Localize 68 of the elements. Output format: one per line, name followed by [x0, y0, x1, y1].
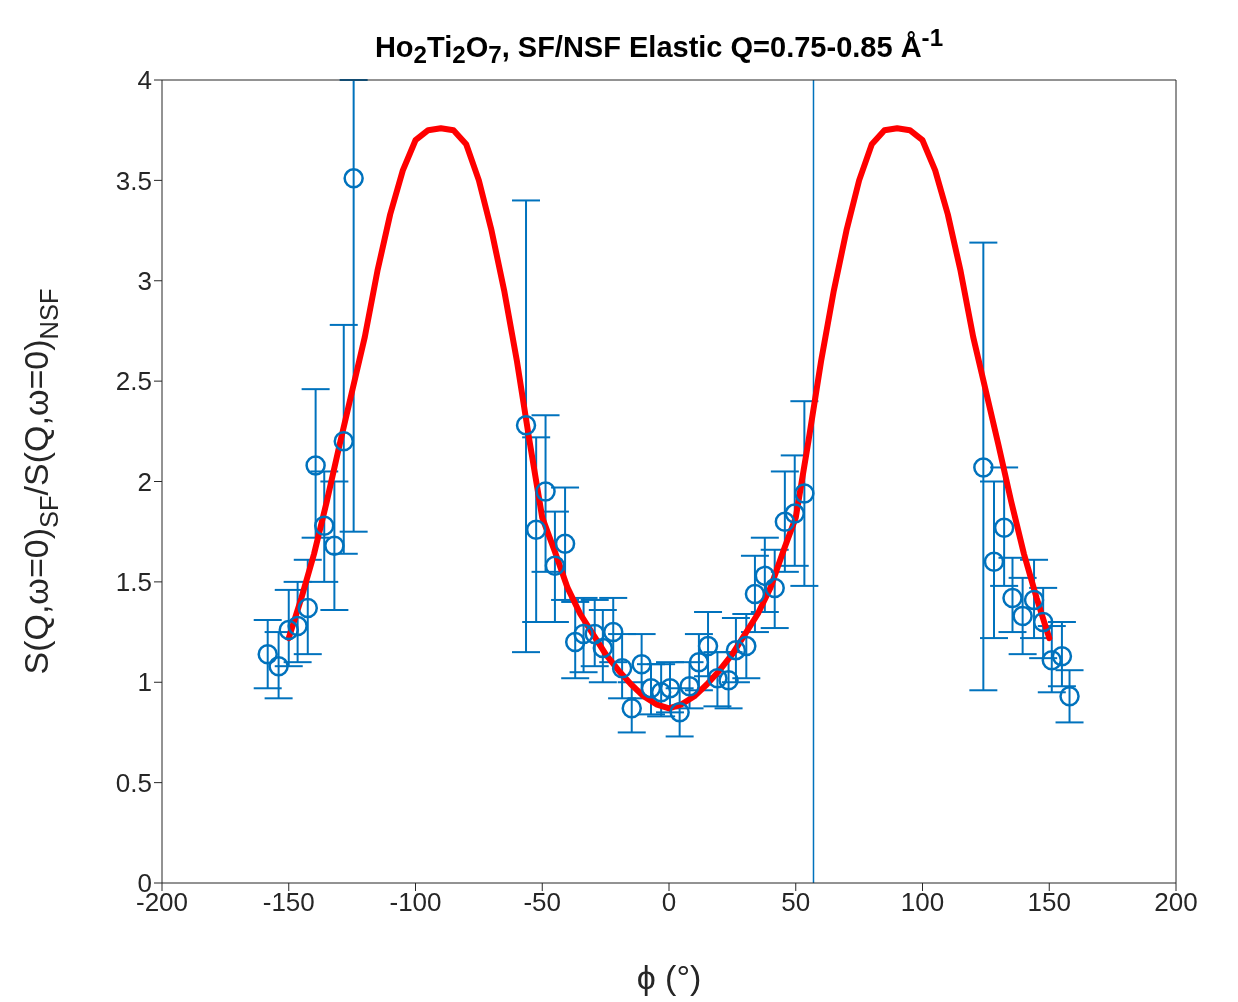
- point: [1002, 587, 1023, 609]
- point: [525, 519, 547, 540]
- point: [554, 533, 576, 554]
- point: [535, 481, 556, 502]
- point: [592, 637, 614, 659]
- point: [697, 635, 719, 657]
- point: [333, 431, 355, 452]
- point: [736, 635, 757, 657]
- point: [754, 565, 776, 587]
- point: [1032, 611, 1054, 633]
- point: [1023, 589, 1045, 611]
- point: [257, 643, 278, 665]
- point: [287, 615, 308, 637]
- point: [707, 667, 728, 689]
- x-tick-label: 50: [781, 887, 811, 918]
- point: [631, 653, 652, 675]
- x-tick-label: 100: [900, 887, 945, 918]
- point: [973, 457, 994, 478]
- y-tick-label: 3: [137, 265, 152, 296]
- point: [650, 682, 672, 703]
- point: [679, 676, 700, 697]
- y-tick-label: 0.5: [115, 767, 152, 798]
- x-axis-title: ϕ (°): [636, 958, 702, 996]
- point: [659, 678, 681, 699]
- point: [602, 621, 624, 643]
- x-tick-label: 0: [661, 887, 677, 918]
- point: [784, 503, 805, 524]
- point: [305, 455, 326, 476]
- x-tick-label: -100: [389, 887, 442, 918]
- point: [1059, 686, 1080, 707]
- point: [764, 577, 785, 599]
- x-tick-label: -50: [523, 887, 562, 918]
- point: [725, 639, 747, 661]
- y-tick-label: 3.5: [115, 165, 152, 196]
- point: [983, 551, 1005, 573]
- point: [1051, 645, 1073, 667]
- y-tick-label: 1: [137, 667, 152, 698]
- point: [324, 535, 345, 556]
- point: [268, 655, 289, 677]
- point: [669, 702, 690, 723]
- point: [544, 555, 566, 577]
- point: [1041, 649, 1063, 671]
- point: [744, 583, 766, 605]
- y-tick-label: 2: [137, 466, 152, 497]
- point: [774, 511, 796, 532]
- point: [573, 623, 594, 645]
- point: [515, 415, 537, 436]
- point: [621, 698, 642, 719]
- point: [564, 631, 586, 653]
- x-tick-label: 150: [1027, 887, 1071, 918]
- x-tick-label: 200: [1154, 887, 1198, 918]
- y-tick-label: 2.5: [115, 366, 152, 397]
- point: [343, 168, 364, 189]
- y-tick-label: 1.5: [115, 567, 152, 598]
- chart-title: Ho$_{2}$Ti$_{2}$O$_{7}$, SF/NSF Elastic Q=0.75-0.85 Å$^{-1}$: [374, 24, 944, 69]
- point: [718, 669, 739, 691]
- point: [688, 651, 710, 673]
- point: [1012, 605, 1033, 627]
- point: [794, 483, 815, 504]
- point: [993, 517, 1015, 538]
- point: [278, 619, 299, 641]
- point: [640, 678, 662, 699]
- point: [313, 515, 335, 536]
- point: [584, 623, 605, 645]
- x-tick-label: -150: [262, 887, 315, 918]
- point: [611, 657, 633, 679]
- y-tick-label: 4: [137, 65, 152, 96]
- point: [297, 597, 319, 619]
